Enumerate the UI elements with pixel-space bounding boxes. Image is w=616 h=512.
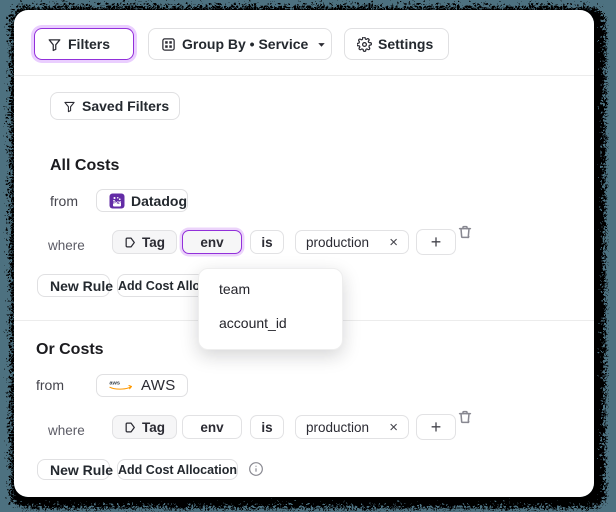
svg-text:aws: aws bbox=[109, 381, 120, 387]
